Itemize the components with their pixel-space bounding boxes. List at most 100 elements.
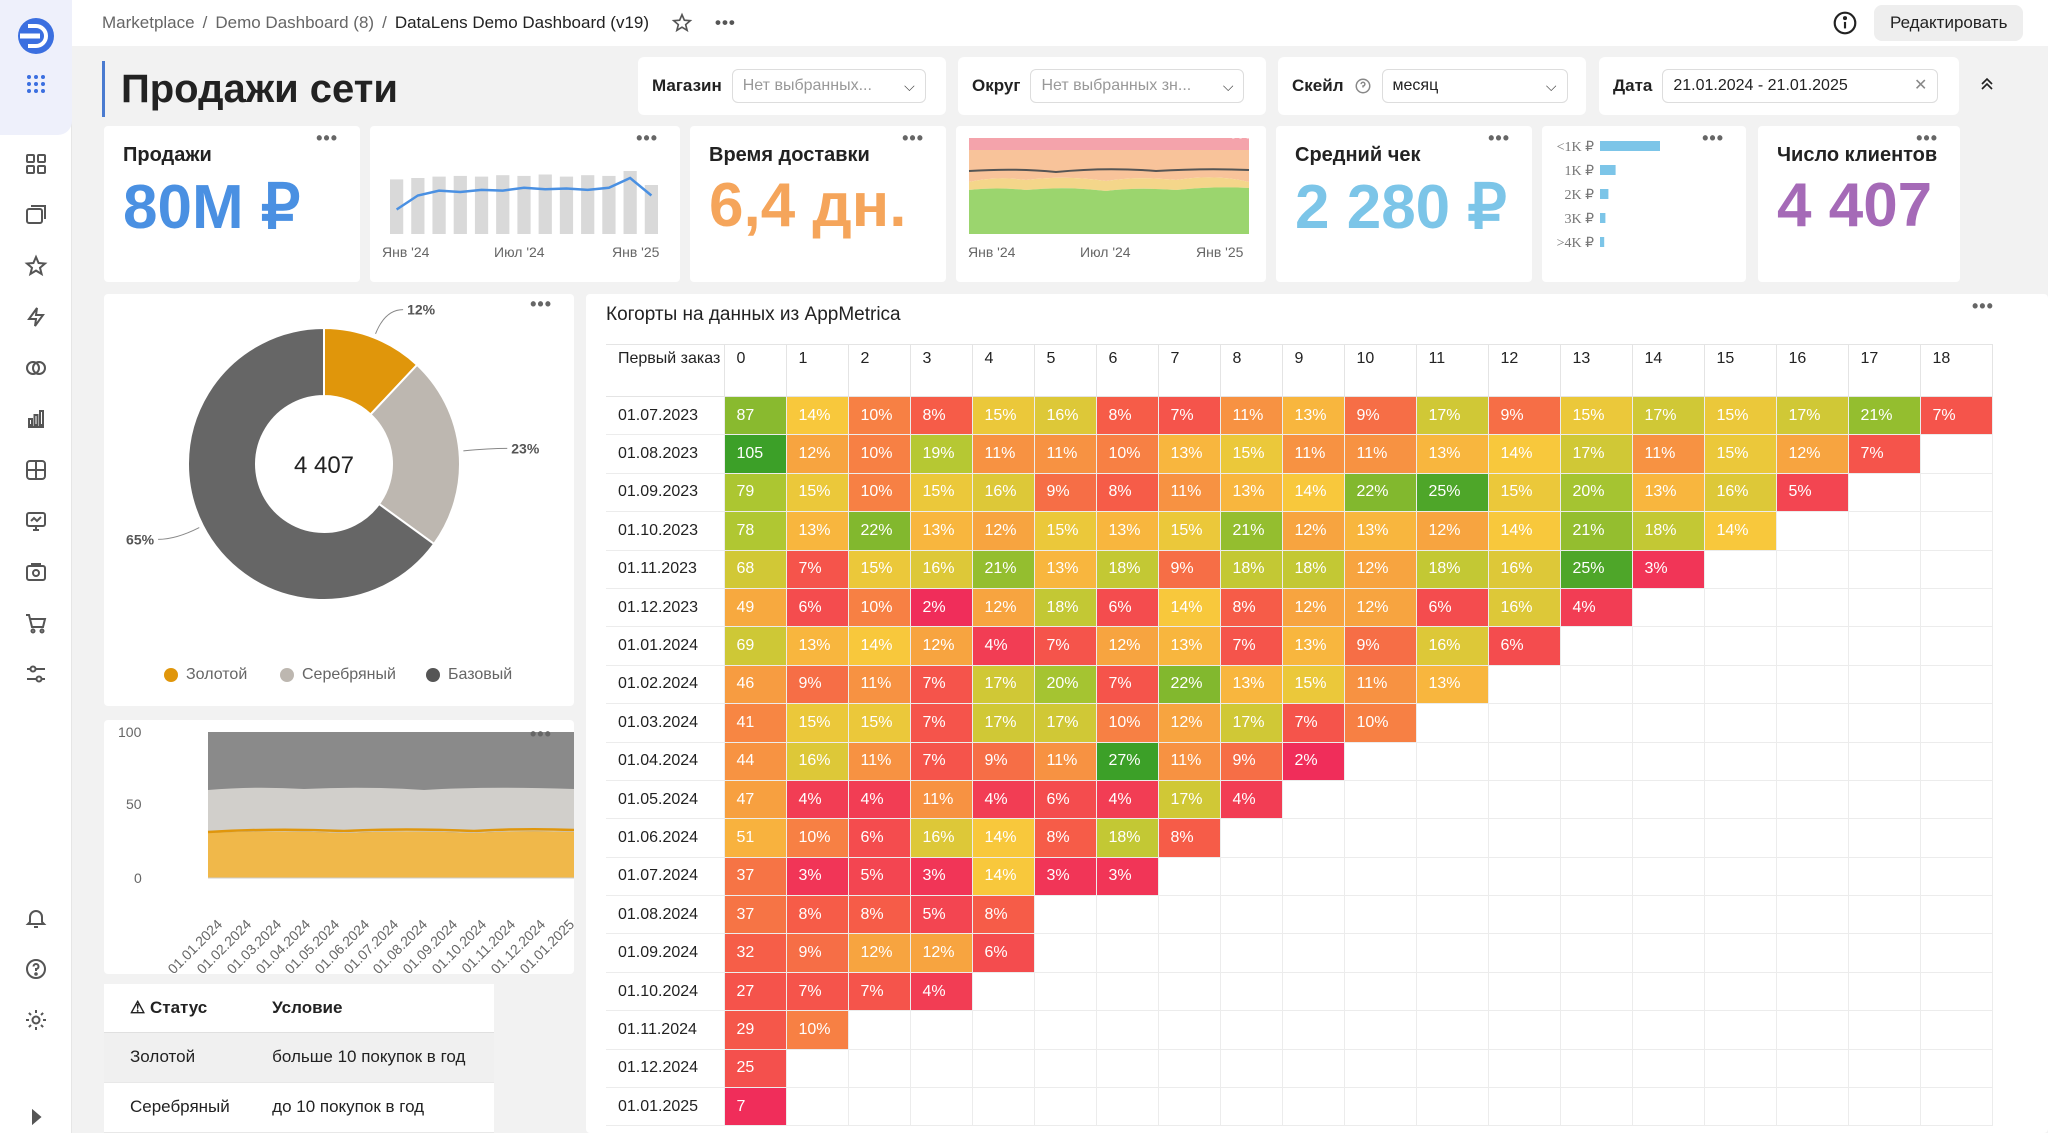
kpi-clients-title: Число клиентов (1777, 144, 1938, 166)
clear-date-icon[interactable]: ✕ (1913, 77, 1928, 94)
card-menu-icon[interactable]: ••• (902, 128, 924, 148)
apps-grid-icon[interactable] (20, 68, 52, 100)
card-menu-icon[interactable]: ••• (636, 128, 658, 148)
cohort-cell (1848, 1049, 1921, 1089)
chevron-down-icon: ⌵ (904, 78, 915, 94)
cohort-row: 01.07.2024 37 3% 5% 3% 14% 3% 3% (606, 857, 1993, 897)
settings-sliders-icon[interactable] (20, 658, 52, 690)
donut-slice[interactable] (187, 326, 436, 601)
cohort-cell (1488, 703, 1561, 743)
cohort-row-label: 01.12.2023 (606, 588, 725, 628)
card-menu-icon[interactable]: ••• (1488, 128, 1510, 148)
cohort-cell (1848, 1087, 1921, 1127)
cart-icon[interactable] (20, 607, 52, 639)
delivery-line (968, 168, 1250, 174)
cohort-row: 01.06.2024 51 10% 6% 16% 14% 8% 18% 8% (606, 818, 1993, 858)
cohort-cell (1416, 1010, 1489, 1050)
cohort-column-header: 8 (1220, 344, 1283, 397)
filter-shop-select[interactable]: Нет выбранных... ⌵ (731, 69, 926, 103)
edit-button[interactable]: Редактировать (1874, 5, 2024, 41)
collections-icon[interactable] (20, 199, 52, 231)
cohort-cell: 47 (724, 780, 787, 820)
cohort-cell: 8% (1220, 588, 1283, 628)
breadcrumb-item-demo-dashboard[interactable]: Demo Dashboard (8) (215, 13, 375, 32)
card-menu-icon[interactable]: ••• (1916, 128, 1938, 148)
datalens-logo-icon[interactable] (14, 14, 58, 58)
cohort-cell: 9% (1158, 550, 1221, 589)
donut-slice[interactable] (369, 363, 461, 546)
cohort-cell: 13% (786, 626, 849, 666)
collapse-filters-icon[interactable] (1977, 74, 1997, 99)
storage-icon[interactable] (20, 556, 52, 588)
cohort-cell (786, 1087, 849, 1127)
trend-bar (602, 175, 616, 234)
column-header: ⚠ Статус (104, 984, 247, 1033)
page-title: Продажи сети (102, 61, 398, 117)
card-menu-icon[interactable]: ••• (530, 294, 552, 314)
expand-sidebar-icon[interactable] (24, 1105, 48, 1129)
help-icon[interactable] (20, 953, 52, 985)
cohort-cell (1704, 588, 1777, 628)
cohort-cell: 13% (1416, 434, 1489, 474)
cohort-column-header: 6 (1096, 344, 1159, 397)
dashboards-icon[interactable] (20, 148, 52, 180)
monitor-icon[interactable] (20, 505, 52, 537)
legend-item-basic[interactable]: Базовый (426, 666, 512, 684)
cohort-cell (1220, 972, 1283, 1012)
card-menu-icon[interactable]: ••• (316, 128, 338, 148)
card-menu-icon[interactable]: ••• (1972, 296, 1994, 316)
distribution-bar (1600, 213, 1606, 223)
cohort-cell: 8% (786, 895, 849, 935)
cohort-header-row: Первый заказ 0 1 2 3 4 5 6 7 8 9 10 11 12 13 14 15 16 17 18 (606, 344, 1993, 397)
scale-help-icon[interactable] (1354, 77, 1372, 95)
filter-scale-select[interactable]: месяц ⌵ (1381, 69, 1568, 103)
cohort-cell (1920, 742, 1993, 781)
legend-item-gold[interactable]: Золотой (164, 666, 247, 684)
cohort-column-header: 16 (1776, 344, 1849, 397)
cohort-cell: 16% (910, 550, 973, 589)
card-menu-icon[interactable]: ••• (1702, 128, 1724, 148)
filter-district-label: Округ (972, 76, 1021, 95)
datasets-rings-icon[interactable] (20, 352, 52, 384)
filter-district-select[interactable]: Нет выбранных зн... ⌵ (1030, 69, 1245, 103)
band-low (969, 187, 1249, 234)
cohort-row-label: 01.11.2023 (606, 550, 725, 589)
area-gold (208, 831, 574, 878)
cohort-cell: 8% (848, 895, 911, 935)
cohort-cell (1488, 742, 1561, 781)
cohort-cell: 6% (1034, 780, 1097, 820)
card-menu-icon[interactable]: ••• (1230, 126, 1252, 146)
cohort-cell: 9% (786, 933, 849, 973)
charts-icon[interactable] (20, 403, 52, 435)
card-menu-icon[interactable]: ••• (530, 724, 552, 744)
cohort-row-label: 01.08.2024 (606, 895, 725, 935)
cohort-cell (786, 1049, 849, 1089)
favorites-star-icon[interactable] (20, 250, 52, 282)
label-connector (463, 447, 508, 452)
filter-scale-value: месяц (1392, 77, 1439, 94)
breadcrumb-item-marketplace[interactable]: Marketplace (102, 13, 195, 32)
cohort-cell: 12% (1344, 550, 1417, 589)
cohort-cell (1560, 895, 1633, 935)
connections-bolt-icon[interactable] (20, 301, 52, 333)
more-actions-icon[interactable]: ••• (715, 13, 736, 32)
cohort-cell: 9% (1344, 626, 1417, 666)
cohort-cell: 27% (1096, 742, 1159, 781)
trend-bar (559, 176, 574, 234)
favorite-star-icon[interactable] (671, 12, 693, 34)
legend-item-silver[interactable]: Серебряный (280, 666, 396, 684)
cohort-cell: 16% (1488, 588, 1561, 628)
notifications-bell-icon[interactable] (20, 902, 52, 934)
info-icon[interactable] (1832, 10, 1858, 41)
table-cell: больше 10 покупок в год (246, 1032, 494, 1083)
delivery-trend-chart (968, 138, 1250, 234)
filter-date-input[interactable]: 21.01.2024 - 21.01.2025 ✕ (1662, 69, 1939, 103)
cohort-cell: 15% (910, 473, 973, 513)
cohort-cell: 7% (1034, 626, 1097, 666)
cohort-column-header: 18 (1920, 344, 1993, 397)
settings-gear-icon[interactable] (20, 1004, 52, 1036)
cohort-column-header: 1 (786, 344, 849, 397)
cohort-cell: 41 (724, 703, 787, 743)
cohort-cell (848, 1049, 911, 1089)
reports-grid-icon[interactable] (20, 454, 52, 486)
